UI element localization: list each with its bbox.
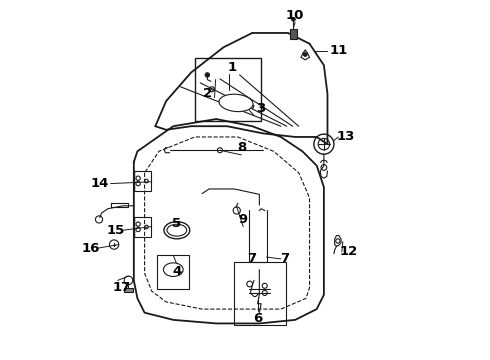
Text: 14: 14 — [91, 177, 109, 190]
Text: 2: 2 — [203, 87, 212, 100]
Bar — [157, 255, 190, 289]
Text: 16: 16 — [82, 242, 100, 255]
Bar — [134, 171, 151, 192]
Bar — [134, 217, 151, 237]
Ellipse shape — [219, 94, 253, 112]
Circle shape — [303, 53, 307, 56]
Bar — [234, 262, 286, 325]
Bar — [290, 30, 297, 40]
Text: 8: 8 — [237, 141, 246, 154]
Bar — [124, 288, 133, 292]
Text: 15: 15 — [107, 224, 125, 237]
Text: 12: 12 — [340, 245, 358, 258]
Text: 7: 7 — [247, 252, 257, 265]
Text: 7: 7 — [280, 252, 289, 265]
Text: 3: 3 — [256, 102, 266, 115]
Text: 6: 6 — [253, 311, 262, 325]
Text: 5: 5 — [172, 216, 181, 230]
Text: 13: 13 — [336, 130, 355, 144]
Text: 9: 9 — [239, 213, 248, 226]
Text: 11: 11 — [329, 44, 347, 57]
Ellipse shape — [167, 224, 187, 236]
Circle shape — [205, 73, 210, 77]
Ellipse shape — [164, 222, 190, 239]
Text: 10: 10 — [286, 9, 304, 22]
Circle shape — [292, 18, 295, 21]
Ellipse shape — [164, 263, 183, 276]
Text: 17: 17 — [112, 281, 130, 294]
Bar — [195, 58, 261, 121]
Text: 1: 1 — [228, 60, 237, 73]
Text: 4: 4 — [172, 265, 181, 278]
